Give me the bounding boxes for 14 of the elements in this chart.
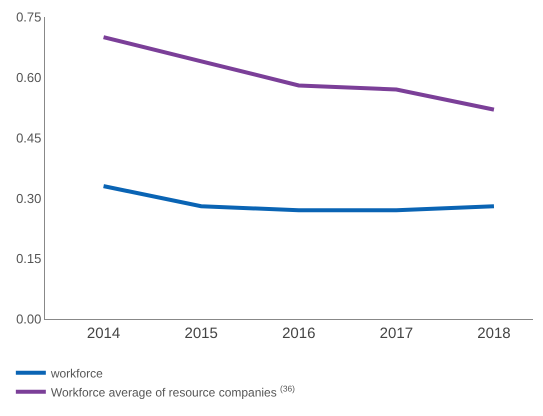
- x-tick-label: 2016: [282, 325, 316, 342]
- legend-label: workforce: [50, 366, 104, 380]
- y-tick-label: 0.30: [16, 190, 42, 206]
- x-tick-label: 2014: [86, 325, 120, 342]
- x-tick-label: 2018: [477, 325, 511, 342]
- legend-label: Workforce average of resource companies $^{(36)}$: [50, 383, 296, 400]
- y-tick-label: 0.75: [16, 10, 42, 25]
- x-tick-label: 2017: [380, 325, 414, 342]
- line-series: [102, 35, 496, 112]
- x-tick-label: 2015: [184, 325, 218, 342]
- y-tick-label: 0.60: [16, 70, 42, 85]
- y-tick-label: 0.00: [16, 312, 42, 327]
- y-tick-label: 0.45: [16, 130, 42, 146]
- y-tick-label: 0.15: [16, 251, 42, 266]
